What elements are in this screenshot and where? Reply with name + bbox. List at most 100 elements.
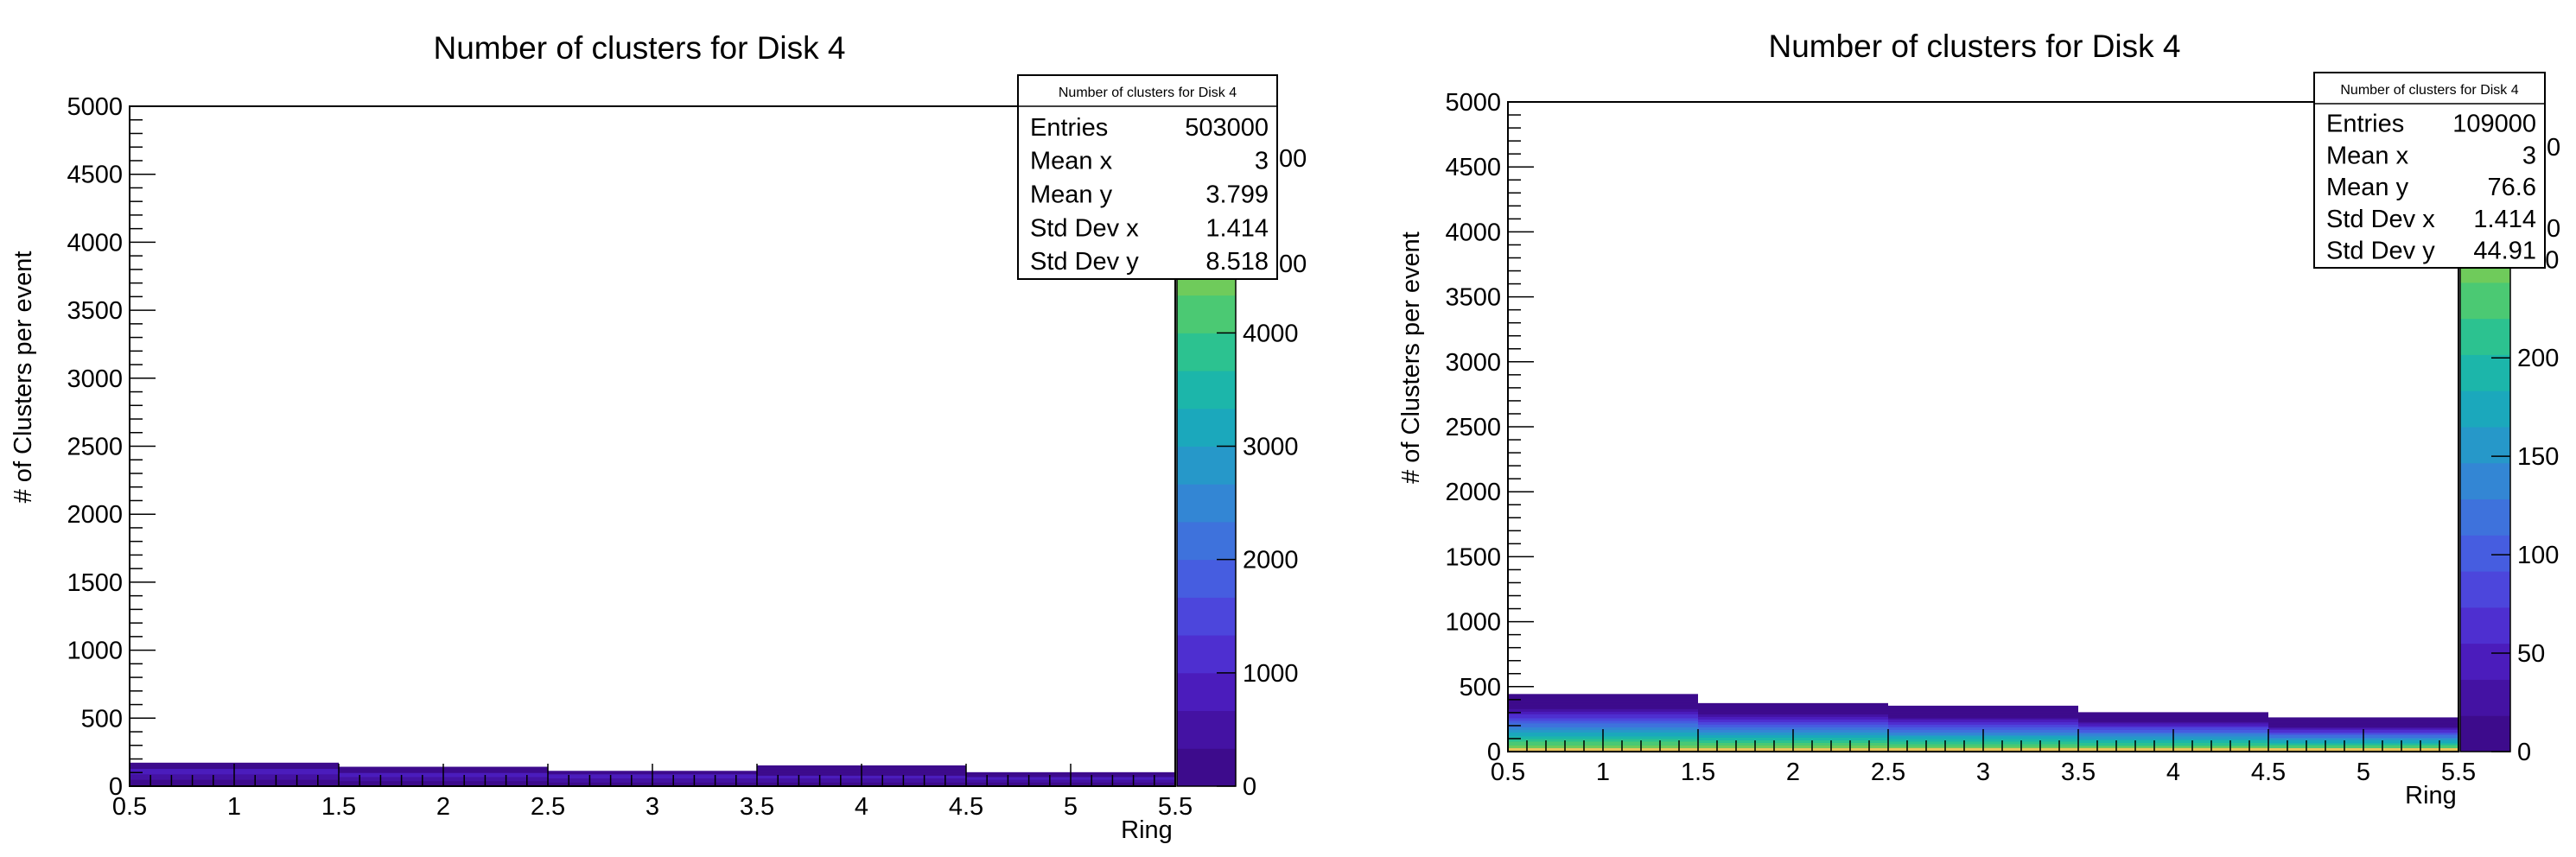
- x-axis-label: Ring: [1121, 816, 1173, 844]
- histogram-cell: [1508, 720, 1698, 722]
- histogram-cell: [1888, 721, 2078, 724]
- stats-box: Number of clusters for Disk 4 Entries 1090…: [2313, 72, 2546, 269]
- histogram-cell: [1508, 706, 1698, 708]
- chart-title: Number of clusters for Disk 4: [1768, 29, 2180, 64]
- histogram-cell: [1508, 716, 1698, 719]
- histogram-cell: [1698, 704, 1888, 707]
- histogram-cell: [1698, 706, 1888, 708]
- histogram-cell: [1888, 709, 2078, 712]
- histogram-cell: [1508, 724, 1698, 727]
- histogram-cell: [1888, 711, 2078, 714]
- stats-box-frame: [2313, 72, 2546, 269]
- histogram-cell: [1508, 701, 1698, 704]
- histogram-cell: [1888, 724, 2078, 727]
- histogram-cell: [1698, 714, 1888, 717]
- color-scale-segment: [1177, 484, 1236, 523]
- y-tick-label: 1500: [67, 569, 123, 597]
- color-scale-segment: [1177, 371, 1236, 409]
- x-axis: 0.5 1 1.5 2 2.5 3 3.5 4 4.5 5 5.5: [112, 764, 1193, 821]
- x-tick-label: 3: [1976, 759, 1990, 786]
- y-tick-label: 1500: [1445, 543, 1501, 571]
- x-tick-label: 5.5: [1158, 793, 1193, 821]
- histogram-cell: [1508, 727, 1698, 729]
- y-tick-label: 4000: [67, 229, 123, 257]
- histogram-cell: [2078, 720, 2268, 722]
- x-tick-label: 3: [646, 793, 659, 821]
- histogram-cell: [1698, 724, 1888, 727]
- color-scale-segment: [1177, 446, 1236, 485]
- stats-box-title: Number of clusters for Disk 4: [2340, 83, 2518, 98]
- histogram-cell: [1698, 709, 1888, 712]
- y-tick-label: 2500: [1445, 414, 1501, 441]
- y-tick-label: 3500: [1445, 284, 1501, 312]
- histogram-cell: [1508, 701, 1698, 703]
- x-tick-label: 2: [1786, 759, 1800, 786]
- stats-box-frame: [1017, 74, 1278, 280]
- y-axis: 0 500 1000 1500 2000 2500 3000 3500 4000 4500 5000: [1445, 89, 1534, 766]
- color-scale-segment: [1177, 672, 1236, 712]
- histogram-cell: [1508, 714, 1698, 716]
- color-scale-label: 200: [2517, 345, 2559, 372]
- x-tick-label: 0.5: [1491, 759, 1525, 786]
- stats-label: Std Dev y: [2326, 238, 2435, 265]
- stats-value: 8.518: [1205, 248, 1269, 276]
- x-tick-label: 5: [2357, 759, 2370, 786]
- stats-label: Entries: [1030, 114, 1108, 142]
- histogram-cell: [2078, 719, 2268, 721]
- histogram-cell: [2078, 714, 2268, 716]
- color-scale-segment: [1177, 408, 1236, 447]
- stats-label: Mean x: [2326, 142, 2409, 169]
- color-scale-label: 00: [1279, 145, 1307, 173]
- histogram-cell: [1888, 717, 2078, 720]
- color-scale-label: 100: [2517, 542, 2559, 569]
- stats-label: Mean x: [1030, 148, 1113, 175]
- color-scale-segment: [2460, 462, 2510, 500]
- color-scale-label: 1000: [1243, 660, 1299, 688]
- stats-value: 1.414: [2473, 206, 2536, 233]
- histogram-cell: [1508, 699, 1698, 701]
- stats-value: 3: [1255, 148, 1269, 175]
- histogram-cell: [2078, 727, 2268, 729]
- x-tick-label: 3.5: [740, 793, 774, 821]
- color-scale-label: 0: [2517, 739, 2531, 766]
- x-tick-label: 4.5: [949, 793, 983, 821]
- histogram-cell: [1508, 711, 1698, 714]
- histogram-cell: [2268, 725, 2458, 727]
- histogram-cell: [1508, 703, 1698, 706]
- x-tick-label: 2: [436, 793, 450, 821]
- y-tick-label: 2000: [1445, 479, 1501, 506]
- histogram-cell: [2078, 716, 2268, 719]
- histogram-cell: [2078, 722, 2268, 725]
- histogram-cell: [1508, 722, 1698, 725]
- histogram-cell: [1508, 721, 1698, 724]
- histogram-cell: [1508, 696, 1698, 699]
- histogram-cell: [1888, 720, 2078, 722]
- histogram-cell: [2078, 712, 2268, 715]
- histogram-cell: [2078, 725, 2268, 727]
- histogram-cell: [1508, 725, 1698, 727]
- histogram-cell: [1888, 725, 2078, 727]
- y-axis-label: # of Clusters per event: [10, 251, 37, 504]
- stats-value: 3.799: [1205, 181, 1269, 209]
- histogram-cell: [2078, 717, 2268, 720]
- y-tick-label: 3000: [67, 365, 123, 393]
- color-scale-label: 00: [1279, 251, 1307, 278]
- histogram-cell: [1698, 727, 1888, 730]
- x-tick-label: 5.5: [2441, 759, 2476, 786]
- histogram-cell: [1888, 722, 2078, 725]
- color-scale-segment: [1177, 333, 1236, 371]
- x-tick-label: 1: [1596, 759, 1610, 786]
- y-tick-label: 0: [109, 773, 123, 801]
- histogram-cell: [1698, 722, 1888, 725]
- histogram-cell: [1508, 698, 1698, 701]
- stats-label: Mean y: [2326, 174, 2409, 201]
- y-tick-label: 3500: [67, 297, 123, 325]
- histogram-cell: [1698, 711, 1888, 714]
- color-scale-segment: [1177, 710, 1236, 749]
- y-tick-label: 4000: [1445, 219, 1501, 246]
- color-scale-label: 2000: [1243, 547, 1299, 575]
- histogram-cell: [1698, 721, 1888, 724]
- histogram-cell: [1508, 704, 1698, 707]
- x-tick-label: 3.5: [2061, 759, 2096, 786]
